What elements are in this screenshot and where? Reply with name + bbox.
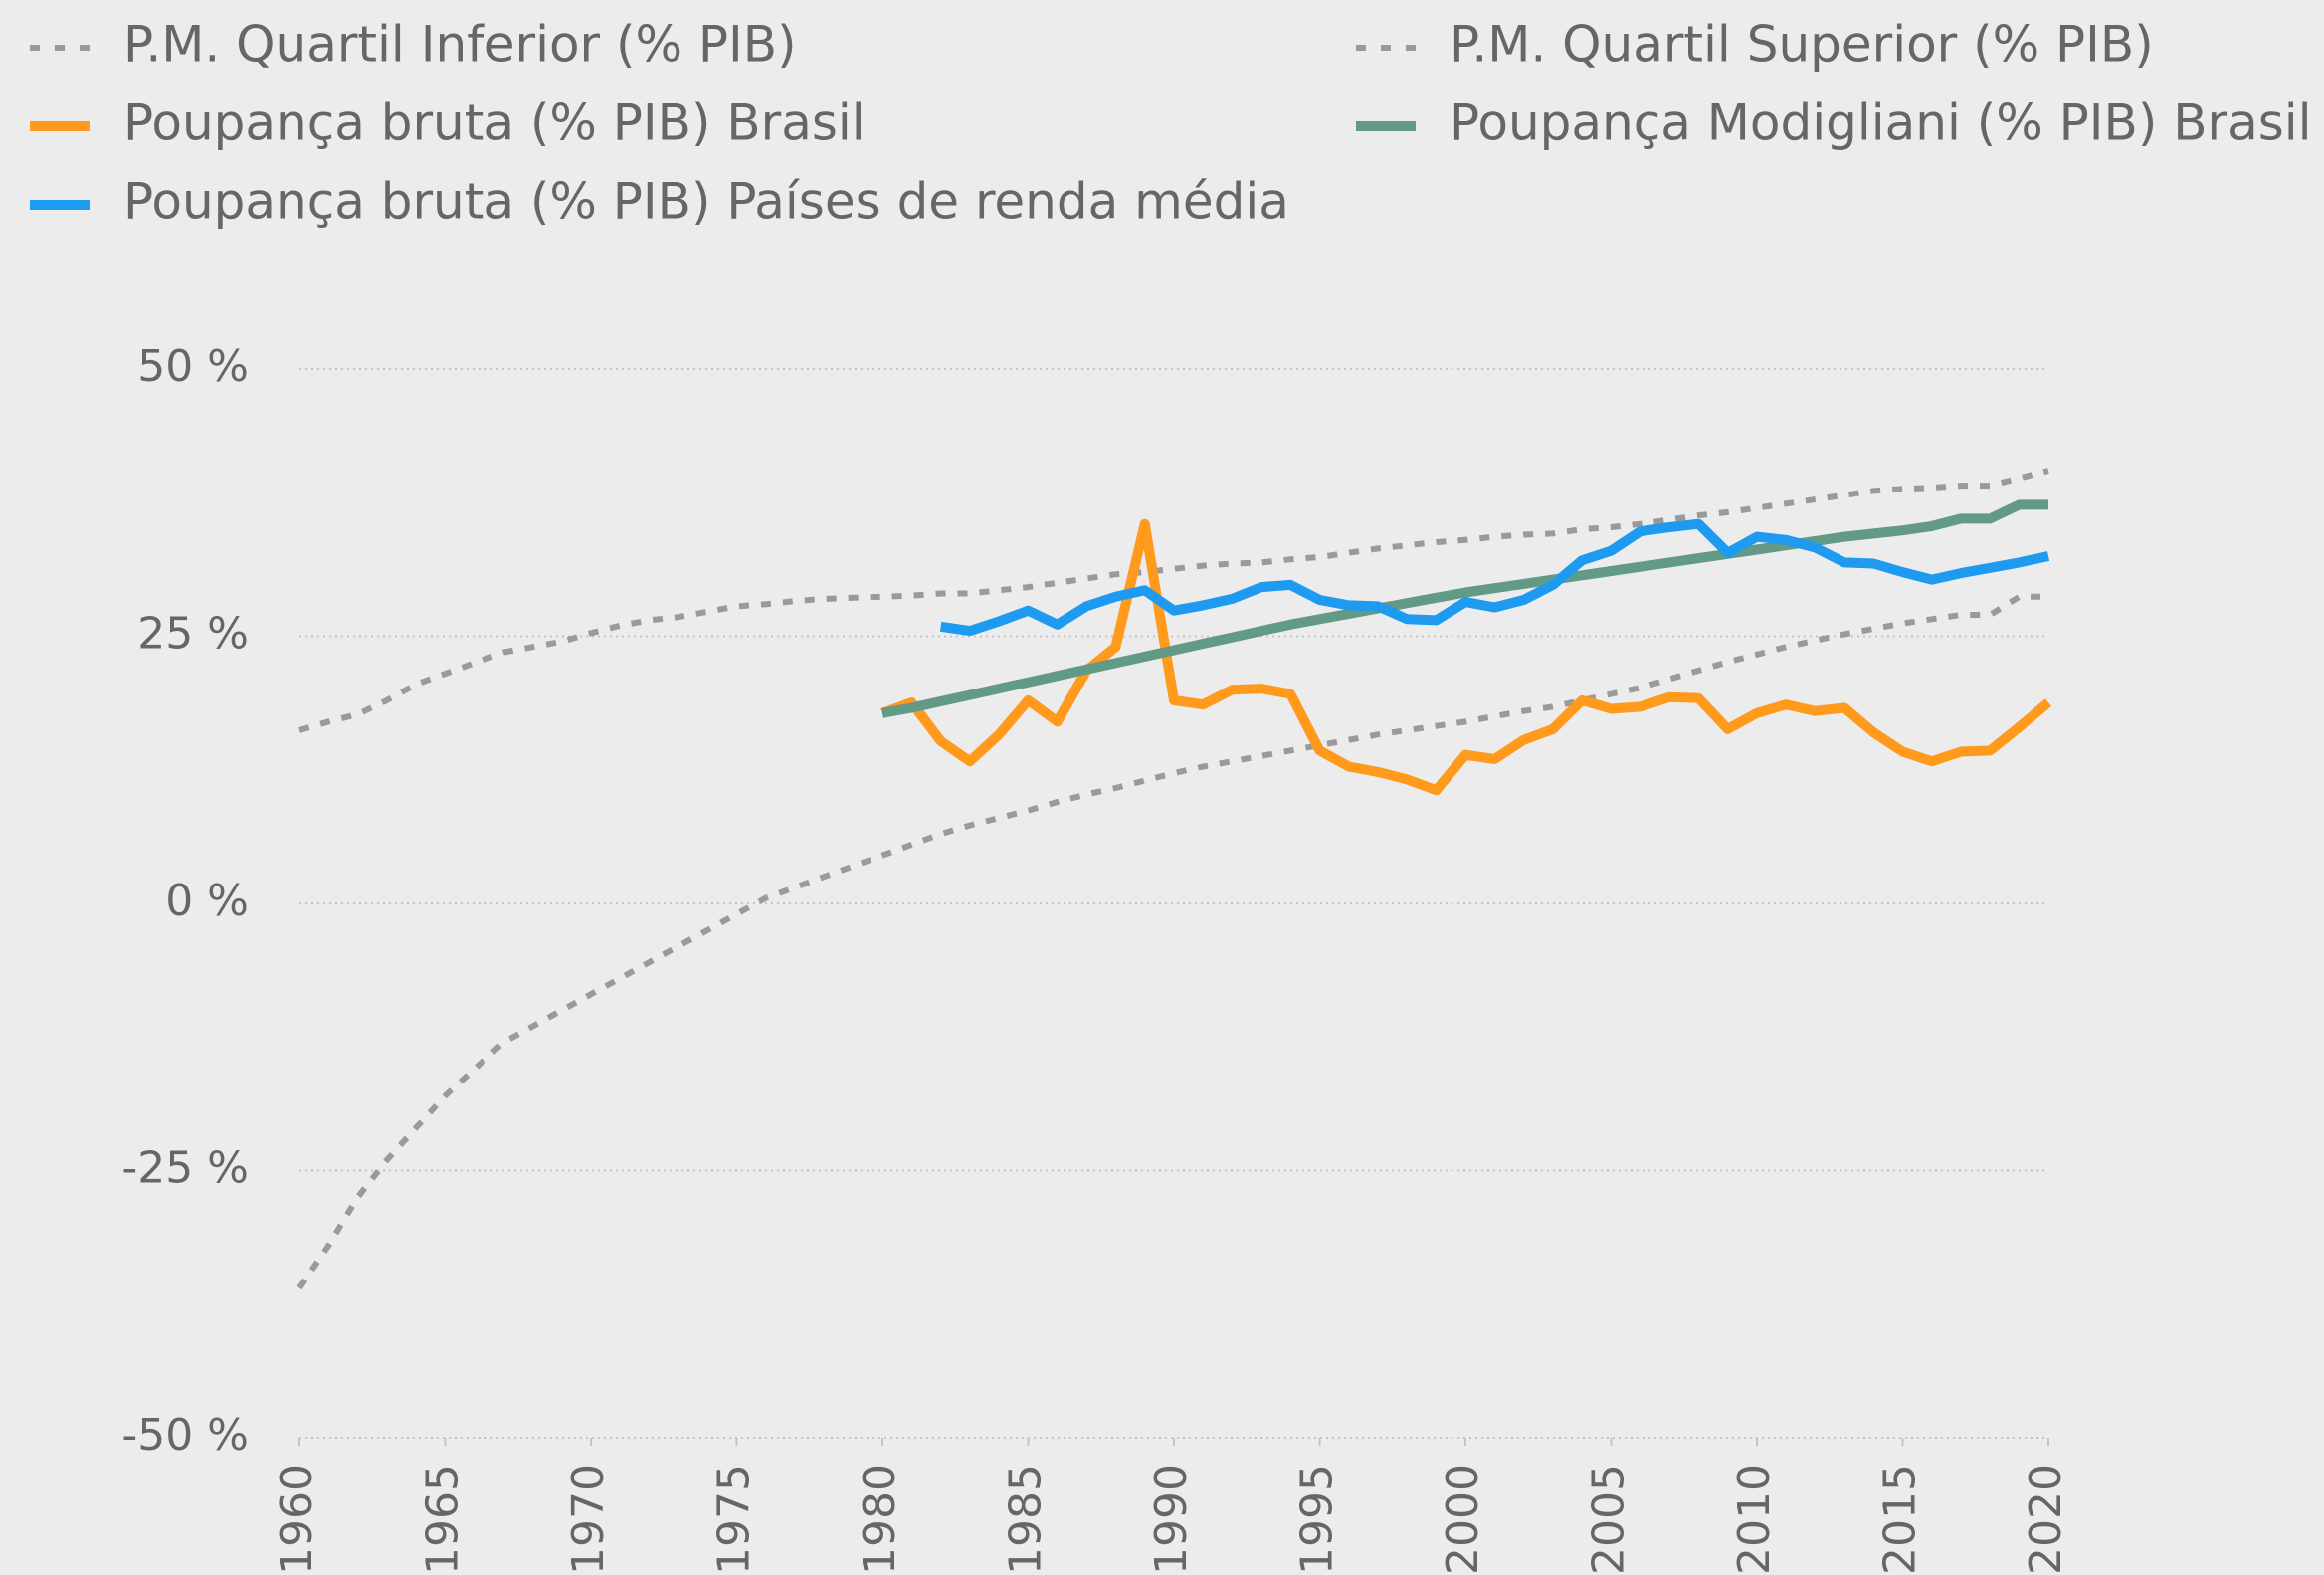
x-tick-label: 2010 bbox=[1729, 1464, 1780, 1575]
legend-label: P.M. Quartil Superior (% PIB) bbox=[1450, 16, 2154, 74]
legend-label: Poupança bruta (% PIB) Países de renda m… bbox=[123, 173, 1289, 231]
x-tick-label: 1975 bbox=[709, 1464, 760, 1575]
series-line bbox=[939, 518, 2050, 637]
series-line bbox=[298, 468, 2049, 733]
x-tick-label: 2015 bbox=[1875, 1464, 1926, 1575]
y-tick-label: 0 % bbox=[165, 876, 249, 926]
x-tick-label: 2020 bbox=[2021, 1464, 2071, 1575]
series-line bbox=[296, 593, 2048, 1290]
y-tick-label: -50 % bbox=[121, 1410, 249, 1461]
legend-label: Poupança bruta (% PIB) Brasil bbox=[123, 95, 866, 152]
series-line bbox=[880, 518, 2052, 796]
x-tick-label: 1970 bbox=[563, 1464, 614, 1575]
x-tick-label: 1960 bbox=[272, 1464, 322, 1575]
y-tick-label: 25 % bbox=[137, 609, 249, 660]
x-tick-label: 2000 bbox=[1438, 1464, 1488, 1575]
y-tick-label: -25 % bbox=[121, 1143, 249, 1194]
x-tick-label: 1985 bbox=[1001, 1464, 1052, 1575]
legend-label: Poupança Modigliani (% PIB) Brasil bbox=[1450, 95, 2312, 152]
x-tick-label: 1995 bbox=[1292, 1464, 1343, 1575]
x-tick-label: 1965 bbox=[418, 1464, 469, 1575]
legend-label: P.M. Quartil Inferior (% PIB) bbox=[123, 16, 797, 74]
series-line bbox=[881, 499, 2048, 718]
x-tick-label: 1990 bbox=[1146, 1464, 1197, 1575]
y-tick-label: 50 % bbox=[137, 341, 249, 392]
x-tick-label: 2005 bbox=[1584, 1464, 1635, 1575]
x-tick-label: 1980 bbox=[855, 1464, 905, 1575]
